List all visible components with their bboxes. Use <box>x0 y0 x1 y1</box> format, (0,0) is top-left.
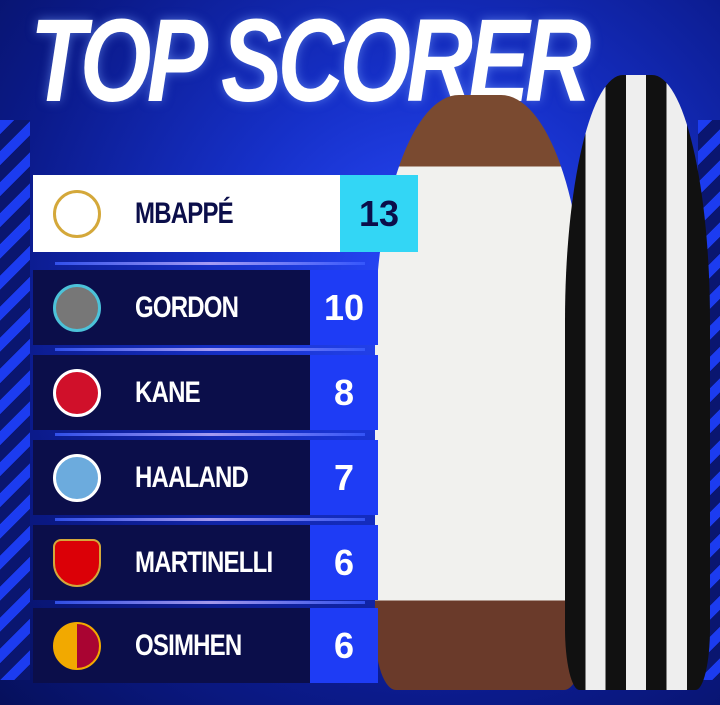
scorer-row-2: GORDON 10 <box>33 270 378 345</box>
divider <box>55 262 365 265</box>
arsenal-crest-icon <box>53 538 101 587</box>
goals-count: 10 <box>310 270 378 345</box>
scorer-row-1: MBAPPÉ 13 <box>33 175 418 252</box>
scorer-row-3: KANE 8 <box>33 355 378 430</box>
player-name: KANE <box>135 375 201 409</box>
divider <box>55 433 365 436</box>
divider <box>55 518 365 521</box>
newcastle-crest-icon <box>53 283 101 332</box>
divider <box>55 348 365 351</box>
goals-count: 8 <box>310 355 378 430</box>
scorer-row-6: OSIMHEN 6 <box>33 608 378 683</box>
player-name: HAALAND <box>135 460 249 494</box>
goals-count: 6 <box>310 608 378 683</box>
player-name: GORDON <box>135 290 239 324</box>
goals-count: 7 <box>310 440 378 515</box>
player-name: MARTINELLI <box>135 545 273 579</box>
player-photo-gordon <box>565 75 710 690</box>
decor-stripes-left <box>0 120 30 680</box>
scorer-row-4: HAALAND 7 <box>33 440 378 515</box>
divider <box>55 601 365 604</box>
real-madrid-crest-icon <box>53 189 101 238</box>
scorer-row-5: MARTINELLI 6 <box>33 525 378 600</box>
man-city-crest-icon <box>53 453 101 502</box>
galatasaray-crest-icon <box>53 621 101 670</box>
player-name: MBAPPÉ <box>135 196 234 230</box>
bayern-crest-icon <box>53 368 101 417</box>
goals-count: 13 <box>340 175 418 252</box>
goals-count: 6 <box>310 525 378 600</box>
player-name: OSIMHEN <box>135 628 242 662</box>
